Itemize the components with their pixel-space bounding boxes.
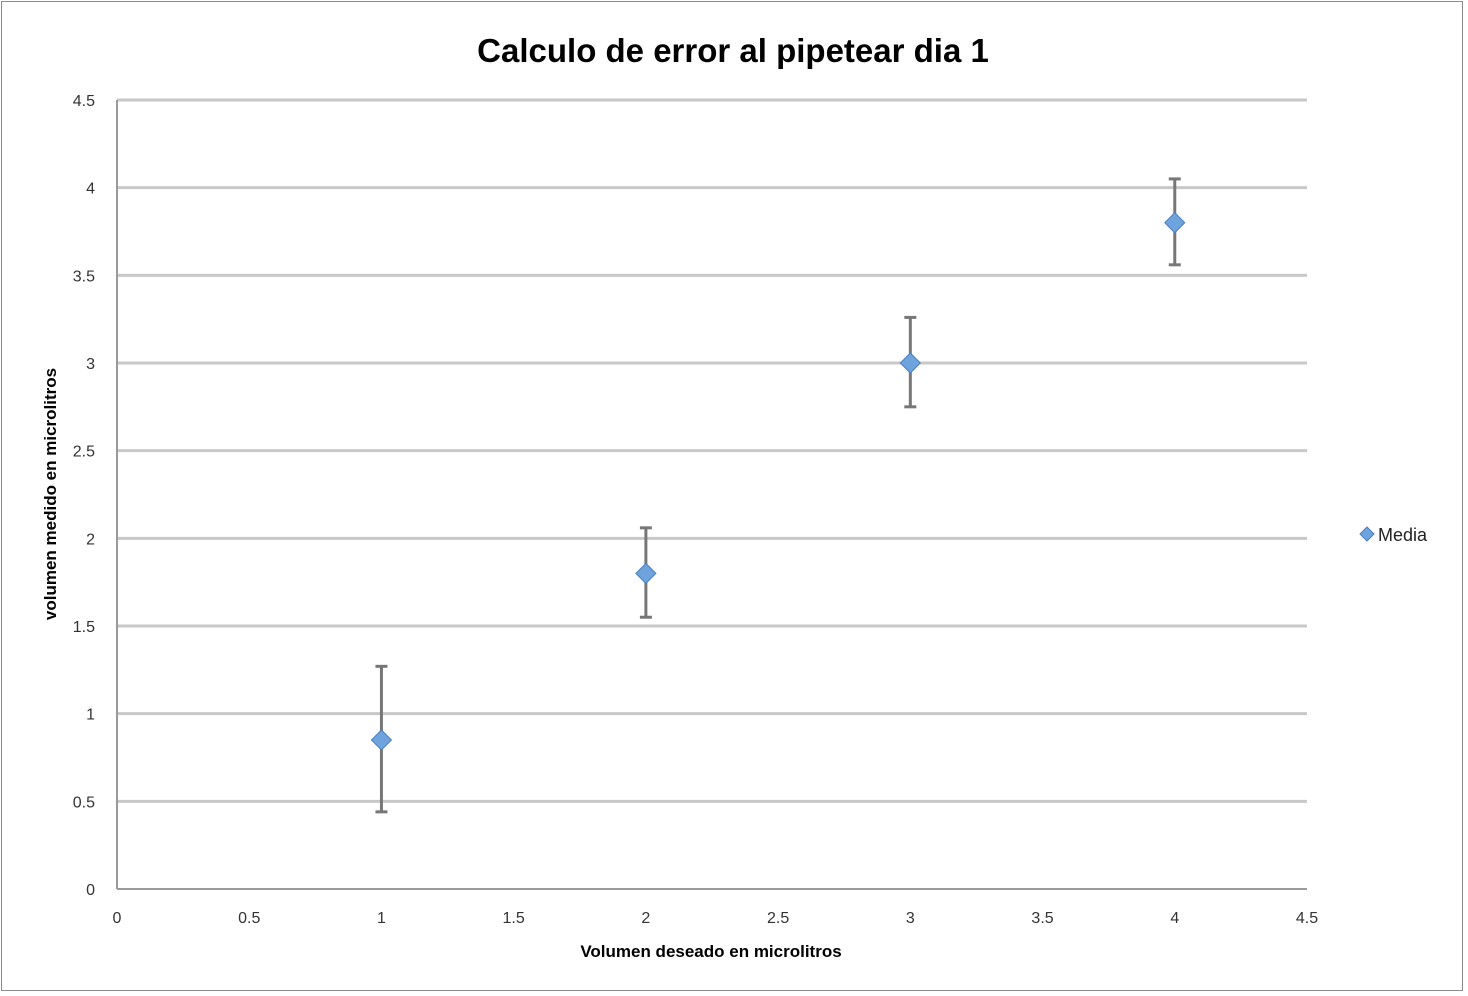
y-tick-label-1: 0.5	[73, 794, 95, 811]
x-tick-label-4: 2	[641, 910, 650, 927]
x-tick-label-0: 0	[113, 910, 122, 927]
x-tick-label-9: 4.5	[1296, 910, 1318, 927]
y-tick-label-5: 2.5	[73, 444, 95, 461]
grid-lines	[117, 98, 1307, 803]
legend: Media	[1359, 525, 1428, 545]
y-axis-ticks: 0 0.5 1 1.5 2 2.5 3 3.5 4 4.5	[73, 93, 95, 899]
y-tick-label-0: 0	[86, 882, 95, 899]
data-point-1	[370, 729, 393, 751]
x-axis-label: Volumen deseado en microlitros	[580, 942, 841, 961]
data-point-3	[899, 352, 922, 374]
y-axis-label: volumen medido en microlitros	[41, 368, 60, 620]
x-axis-ticks: 0 0.5 1 1.5 2 2.5 3 3.5 4 4.5	[113, 910, 1319, 927]
chart-title: Calculo de error al pipetear dia 1	[477, 32, 989, 69]
data-point-2	[635, 562, 657, 585]
y-tick-label-6: 3	[86, 356, 95, 373]
x-tick-label-3: 1.5	[503, 910, 525, 927]
legend-marker-media	[1359, 526, 1375, 542]
y-tick-label-4: 2	[86, 531, 95, 548]
y-tick-label-8: 4	[86, 181, 95, 198]
x-tick-label-7: 3.5	[1031, 910, 1053, 927]
data-points	[370, 212, 1186, 751]
x-tick-label-8: 4	[1170, 910, 1179, 927]
data-point-4	[1164, 212, 1186, 234]
x-tick-label-1: 0.5	[238, 910, 260, 927]
y-tick-label-7: 3.5	[73, 268, 95, 285]
y-tick-label-2: 1	[86, 707, 95, 724]
y-tick-label-3: 1.5	[73, 619, 95, 636]
legend-label-media: Media	[1378, 525, 1428, 545]
x-tick-label-5: 2.5	[767, 910, 789, 927]
x-tick-label-6: 3	[906, 910, 915, 927]
axes	[116, 100, 1307, 890]
y-tick-label-9: 4.5	[73, 93, 95, 110]
x-tick-label-2: 1	[377, 910, 386, 927]
